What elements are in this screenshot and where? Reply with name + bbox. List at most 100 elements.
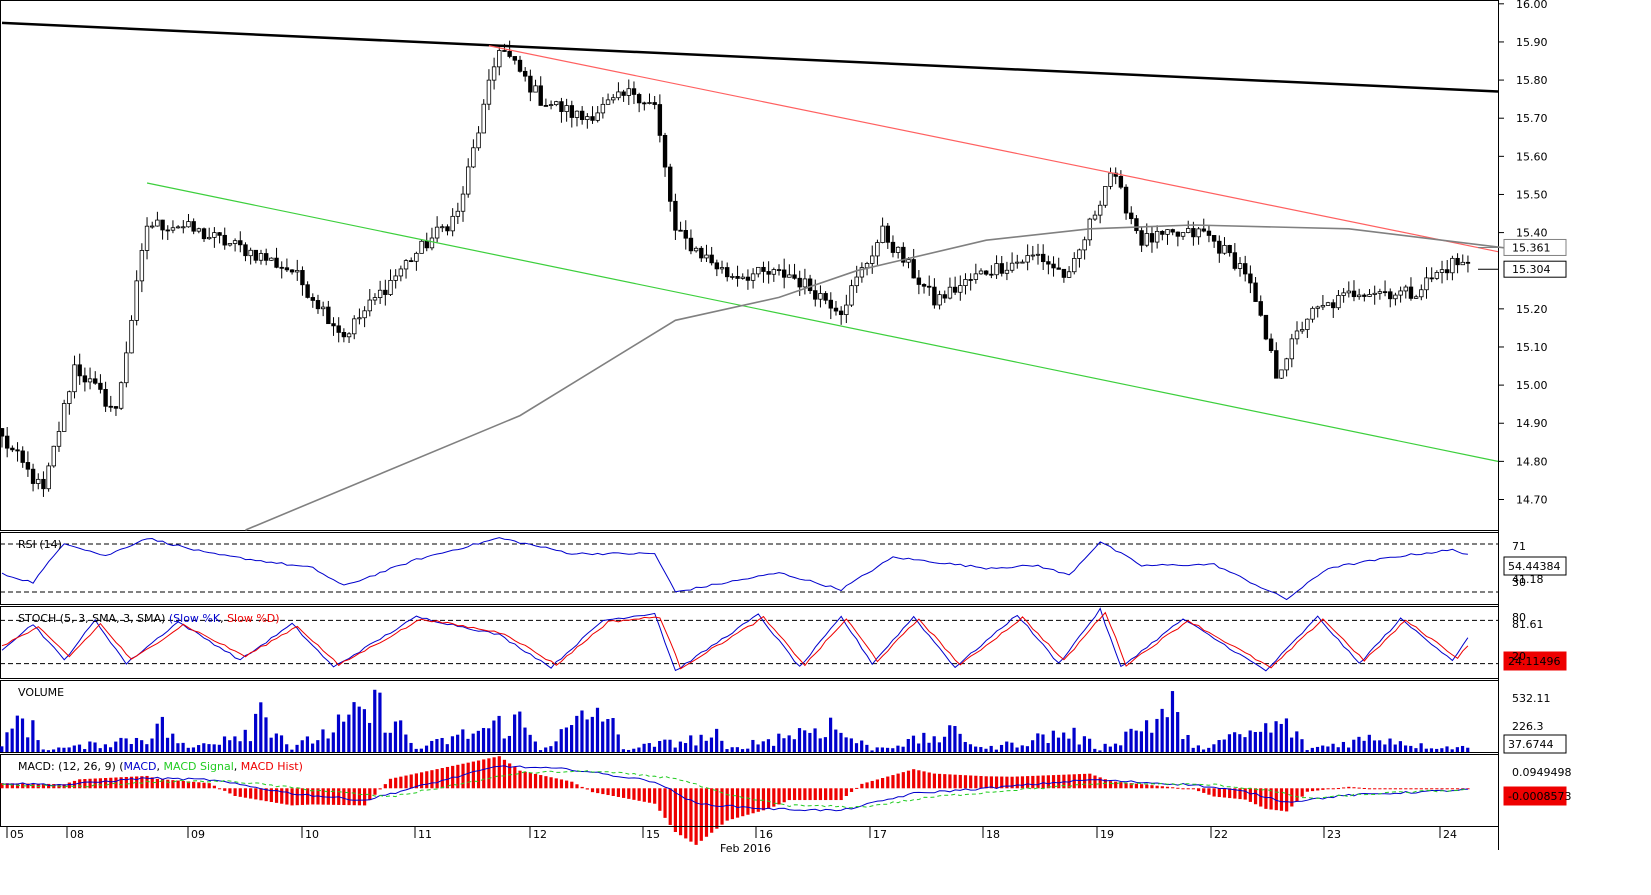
candle-body [776, 269, 782, 271]
macd-hist-bar [352, 788, 356, 806]
volume-bar [1191, 747, 1195, 752]
macd-hist-bar [684, 788, 688, 839]
candle-body [186, 221, 191, 228]
volume-bar [160, 716, 164, 752]
volume-bar [1367, 734, 1371, 752]
macd-hist-bar [1191, 788, 1195, 790]
volume-bar [362, 709, 366, 752]
candle-body [414, 252, 419, 262]
candle-body [1377, 291, 1383, 294]
volume-bar [72, 745, 76, 752]
macd-hist-bar [1424, 788, 1429, 790]
macd-hist-bar [539, 775, 543, 789]
volume-bar [124, 738, 128, 752]
candle-body [165, 229, 170, 232]
volume-bar [839, 732, 843, 752]
candle-body [823, 293, 828, 301]
macd-hist-bar [445, 766, 450, 789]
candle-body [36, 478, 41, 484]
macd-hist-bar [886, 776, 890, 789]
macd-hist-bar [1000, 776, 1004, 789]
volume-bar [217, 744, 221, 752]
price-marker-label: 15.361 [1512, 241, 1551, 254]
candle-body [82, 375, 88, 383]
candle-body [621, 91, 626, 96]
macd-hist-bar [207, 783, 211, 789]
candle-body [1082, 239, 1087, 251]
candle-body [1253, 282, 1258, 302]
macd-hist-bar [1430, 788, 1434, 790]
volume-bar [264, 717, 268, 752]
volume-bar [1139, 731, 1143, 752]
stoch-scale-8161: 81.61 [1512, 618, 1544, 631]
volume-bar [285, 744, 289, 752]
candle-body [693, 247, 699, 252]
candle-body [1320, 305, 1326, 308]
candle-body [170, 227, 176, 231]
candle-body [781, 269, 787, 278]
volume-bar [1378, 740, 1382, 752]
candle-body [1325, 302, 1331, 306]
macd-hist-bar [798, 788, 802, 801]
volume-bar [808, 732, 812, 752]
candle-body [398, 268, 404, 277]
candle-body [611, 97, 616, 101]
volume-bar [1419, 743, 1423, 752]
price-tick-label: 15.80 [1516, 74, 1548, 87]
volume-panel: VOLUME [0, 686, 1470, 752]
volume-bar [93, 742, 97, 752]
macd-hist-bar [668, 788, 672, 825]
macd-hist-bar [1176, 787, 1180, 789]
macd-hist-bar [98, 778, 103, 789]
time-tick-label: 18 [986, 828, 1000, 841]
candle-body [554, 101, 559, 106]
volume-bar [1093, 748, 1097, 752]
macd-hist-bar [575, 784, 579, 789]
volume-bar [544, 747, 548, 752]
macd-hist-bar [233, 788, 237, 796]
candle-body [735, 276, 740, 279]
volume-bar [46, 750, 51, 752]
volume-bar [1207, 747, 1211, 752]
macd-hist-bar [818, 788, 823, 801]
macd-hist-bar [109, 777, 113, 789]
volume-bar [803, 730, 807, 752]
macd-hist-bar [984, 776, 988, 789]
candle-body [958, 285, 963, 293]
volume-bar [575, 715, 579, 752]
time-tick-label: 19 [1100, 828, 1114, 841]
volume-bar [1067, 738, 1071, 752]
candle-body [67, 391, 72, 404]
volume-bar [1227, 734, 1232, 752]
price-axis: 16.00 15.90 15.80 15.70 15.60 15.50 15.40 15.20… [1478, 0, 1572, 806]
macd-hist-bar [83, 779, 87, 789]
volume-bar [254, 713, 258, 752]
macd-hist-bar [1020, 776, 1025, 789]
macd-hist-bar [565, 780, 569, 789]
volume-bar [487, 728, 491, 752]
volume-bar [466, 738, 470, 752]
macd-hist-bar [192, 781, 196, 789]
macd-title: MACD: (12, 26, 9) (MACD, MACD Signal, MA… [18, 760, 303, 773]
candle-body [1066, 271, 1072, 278]
macd-hist-bar [285, 788, 289, 805]
candle-body [1382, 291, 1388, 294]
macd-hist-bar [399, 776, 403, 789]
candle-body [963, 279, 968, 286]
candle-body [51, 445, 56, 467]
macd-hist-bar [1248, 788, 1252, 802]
volume-bar [1129, 728, 1133, 752]
macd-hist-bar [782, 788, 786, 803]
macd-hist-bar [896, 773, 900, 789]
macd-hist-bar [67, 782, 71, 789]
candle-body [880, 225, 885, 243]
volume-bar [823, 737, 828, 752]
volume-bar [1336, 747, 1340, 752]
volume-bar [476, 730, 480, 752]
volume-bar [1264, 723, 1268, 752]
volume-bar [1025, 746, 1030, 752]
macd-hist-bar [596, 788, 600, 794]
macd-hist-bar [1326, 788, 1330, 790]
volume-bar [300, 740, 304, 752]
macd-hist-bar [554, 778, 558, 789]
